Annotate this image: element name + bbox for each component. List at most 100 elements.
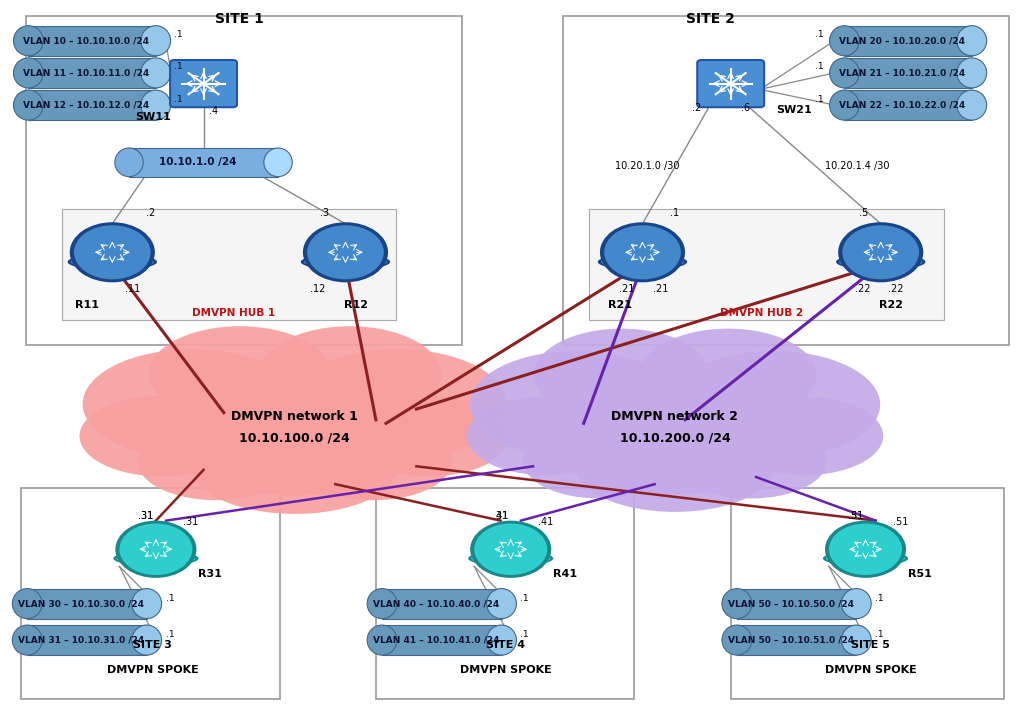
- Ellipse shape: [12, 589, 42, 619]
- FancyBboxPatch shape: [129, 148, 278, 177]
- FancyBboxPatch shape: [28, 625, 147, 655]
- Text: DMVPN network 1: DMVPN network 1: [232, 410, 358, 423]
- Ellipse shape: [538, 360, 812, 494]
- Text: 10.20.1.4 /30: 10.20.1.4 /30: [825, 161, 889, 171]
- Ellipse shape: [839, 255, 922, 269]
- FancyBboxPatch shape: [376, 488, 634, 699]
- Text: SITE 3: SITE 3: [134, 640, 173, 650]
- Text: R21: R21: [609, 300, 632, 310]
- Ellipse shape: [132, 589, 161, 619]
- FancyBboxPatch shape: [737, 625, 857, 655]
- Text: .3: .3: [321, 208, 329, 218]
- Text: .1: .1: [174, 95, 183, 103]
- Text: .1: .1: [816, 95, 824, 103]
- Text: DMVPN SPOKE: DMVPN SPOKE: [459, 665, 551, 675]
- Text: .2: .2: [692, 103, 701, 113]
- Text: 10.20.1.0 /30: 10.20.1.0 /30: [616, 161, 680, 171]
- FancyBboxPatch shape: [27, 16, 463, 345]
- Circle shape: [307, 225, 384, 279]
- Text: .21: .21: [652, 284, 668, 294]
- Text: .6: .6: [741, 103, 750, 113]
- Ellipse shape: [841, 625, 871, 655]
- Text: SW21: SW21: [776, 105, 812, 115]
- Text: .1: .1: [816, 62, 824, 71]
- Ellipse shape: [469, 551, 553, 567]
- Text: SITE 1: SITE 1: [214, 12, 263, 27]
- Ellipse shape: [487, 625, 517, 655]
- Text: VLAN 31 – 10.10.31.0 /24: VLAN 31 – 10.10.31.0 /24: [18, 635, 144, 645]
- Text: R41: R41: [553, 569, 578, 579]
- Text: .41: .41: [493, 511, 508, 521]
- Ellipse shape: [116, 552, 195, 565]
- Text: VLAN 50 – 10.10.51.0 /24: VLAN 50 – 10.10.51.0 /24: [728, 635, 854, 645]
- Text: .4: .4: [208, 106, 217, 116]
- FancyBboxPatch shape: [844, 58, 972, 88]
- Text: VLAN 41 – 10.10.41.0 /24: VLAN 41 – 10.10.41.0 /24: [373, 635, 499, 645]
- Ellipse shape: [80, 396, 243, 476]
- Ellipse shape: [295, 424, 452, 500]
- Ellipse shape: [467, 396, 625, 475]
- Text: R31: R31: [198, 569, 223, 579]
- Ellipse shape: [841, 589, 871, 619]
- Ellipse shape: [193, 422, 397, 514]
- Circle shape: [829, 523, 902, 575]
- Ellipse shape: [725, 396, 883, 475]
- Ellipse shape: [601, 255, 684, 269]
- Text: .31: .31: [184, 517, 198, 527]
- FancyBboxPatch shape: [29, 26, 155, 56]
- Text: .1: .1: [521, 594, 529, 602]
- Text: VLAN 21 – 10.10.21.0 /24: VLAN 21 – 10.10.21.0 /24: [839, 68, 965, 78]
- FancyBboxPatch shape: [564, 16, 1010, 345]
- Text: .1: .1: [174, 62, 183, 71]
- Text: R51: R51: [908, 569, 932, 579]
- Text: VLAN 11 – 10.10.11.0 /24: VLAN 11 – 10.10.11.0 /24: [22, 68, 149, 78]
- Ellipse shape: [149, 326, 331, 421]
- Text: .1: .1: [875, 594, 884, 602]
- Text: .1: .1: [816, 30, 824, 39]
- Ellipse shape: [304, 255, 387, 269]
- Ellipse shape: [67, 253, 157, 270]
- Ellipse shape: [347, 396, 510, 476]
- Text: VLAN 10 – 10.10.10.0 /24: VLAN 10 – 10.10.10.0 /24: [23, 36, 149, 45]
- Text: 10.10.100.0 /24: 10.10.100.0 /24: [239, 432, 350, 444]
- Circle shape: [838, 223, 923, 282]
- Text: .31: .31: [847, 511, 863, 521]
- Text: SITE 2: SITE 2: [686, 12, 735, 27]
- Circle shape: [600, 223, 685, 282]
- Ellipse shape: [13, 90, 43, 120]
- FancyBboxPatch shape: [737, 589, 857, 619]
- Text: VLAN 50 – 10.10.50.0 /24: VLAN 50 – 10.10.50.0 /24: [728, 599, 854, 608]
- FancyBboxPatch shape: [61, 209, 396, 320]
- Ellipse shape: [640, 329, 817, 421]
- Text: .11: .11: [126, 284, 141, 294]
- Text: .41: .41: [538, 517, 553, 527]
- Text: .22: .22: [888, 284, 904, 294]
- Ellipse shape: [153, 358, 436, 495]
- Text: .1: .1: [670, 208, 679, 218]
- Ellipse shape: [829, 26, 860, 56]
- Text: DMVPN HUB 1: DMVPN HUB 1: [192, 307, 276, 317]
- Ellipse shape: [597, 253, 687, 270]
- Ellipse shape: [114, 148, 143, 177]
- Ellipse shape: [675, 424, 827, 498]
- Text: R11: R11: [75, 300, 99, 310]
- Text: DMVPN SPOKE: DMVPN SPOKE: [107, 665, 199, 675]
- Circle shape: [69, 223, 155, 282]
- Ellipse shape: [141, 90, 171, 120]
- Text: .31: .31: [493, 511, 508, 521]
- Text: DMVPN network 2: DMVPN network 2: [612, 410, 738, 423]
- Ellipse shape: [957, 58, 986, 88]
- Ellipse shape: [668, 351, 880, 458]
- Text: SW11: SW11: [135, 112, 171, 122]
- FancyBboxPatch shape: [21, 488, 280, 699]
- Text: VLAN 40 – 10.10.40.0 /24: VLAN 40 – 10.10.40.0 /24: [373, 599, 499, 608]
- FancyBboxPatch shape: [731, 488, 1005, 699]
- FancyBboxPatch shape: [697, 60, 764, 107]
- Text: DMVPN HUB 2: DMVPN HUB 2: [720, 307, 803, 317]
- Ellipse shape: [829, 58, 860, 88]
- Ellipse shape: [141, 58, 171, 88]
- FancyBboxPatch shape: [382, 589, 501, 619]
- Circle shape: [115, 521, 196, 578]
- Text: .22: .22: [856, 284, 871, 294]
- Ellipse shape: [534, 329, 710, 421]
